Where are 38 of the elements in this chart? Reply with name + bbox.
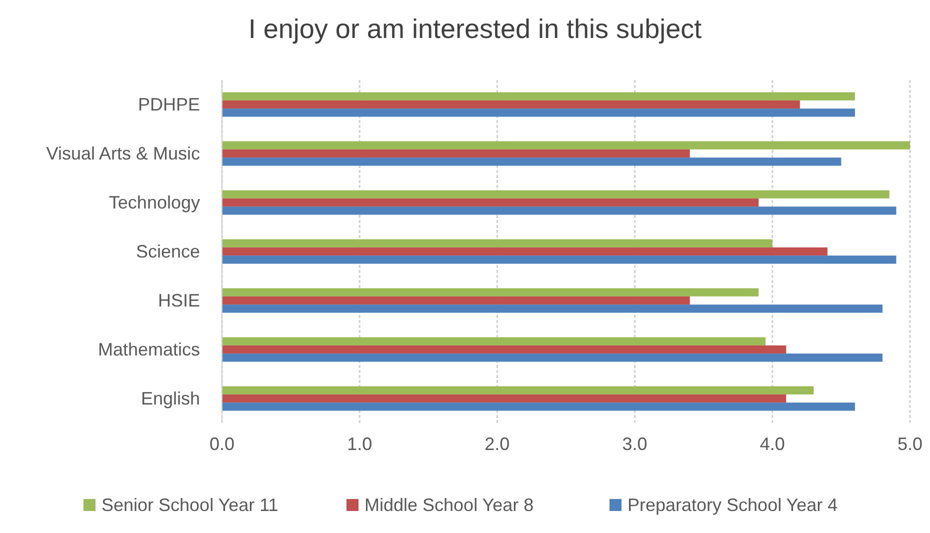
legend-label: Preparatory School Year 4 [628,495,838,515]
x-tick-label: 1.0 [347,434,372,454]
x-tick-label: 2.0 [484,434,510,454]
bar [222,141,910,150]
bar [222,296,690,305]
chart-title: I enjoy or am interested in this subject [248,14,702,44]
bar [222,304,882,313]
y-tick-label: Visual Arts & Music [46,144,200,164]
x-tick-label: 4.0 [760,434,785,454]
y-tick-label: Technology [108,192,200,212]
bar [222,92,855,100]
bar [222,354,882,362]
x-tick-label: 5.0 [897,434,923,454]
bar [222,345,786,354]
bar [222,256,896,264]
y-tick-label: English [140,388,200,408]
legend-label: Senior School Year 11 [102,495,278,515]
bar [222,149,690,158]
bar [222,239,772,248]
y-tick-label: PDHPE [138,94,200,114]
y-tick-label: Science [136,242,200,262]
bar [222,108,855,117]
bar [222,337,766,346]
bar [222,288,759,296]
y-tick-label: Mathematics [98,340,200,360]
bar [222,190,890,198]
x-tick-label: 3.0 [622,434,648,454]
bar [222,402,855,411]
bar [222,386,814,394]
bar [222,198,759,207]
y-tick-label: HSIE [158,290,200,310]
x-tick-label: 0.0 [209,434,235,454]
bar [222,158,842,166]
bar [222,206,896,215]
bar [222,100,800,109]
bar [222,394,786,403]
bar [222,247,828,256]
legend-label: Middle School Year 8 [364,495,534,515]
